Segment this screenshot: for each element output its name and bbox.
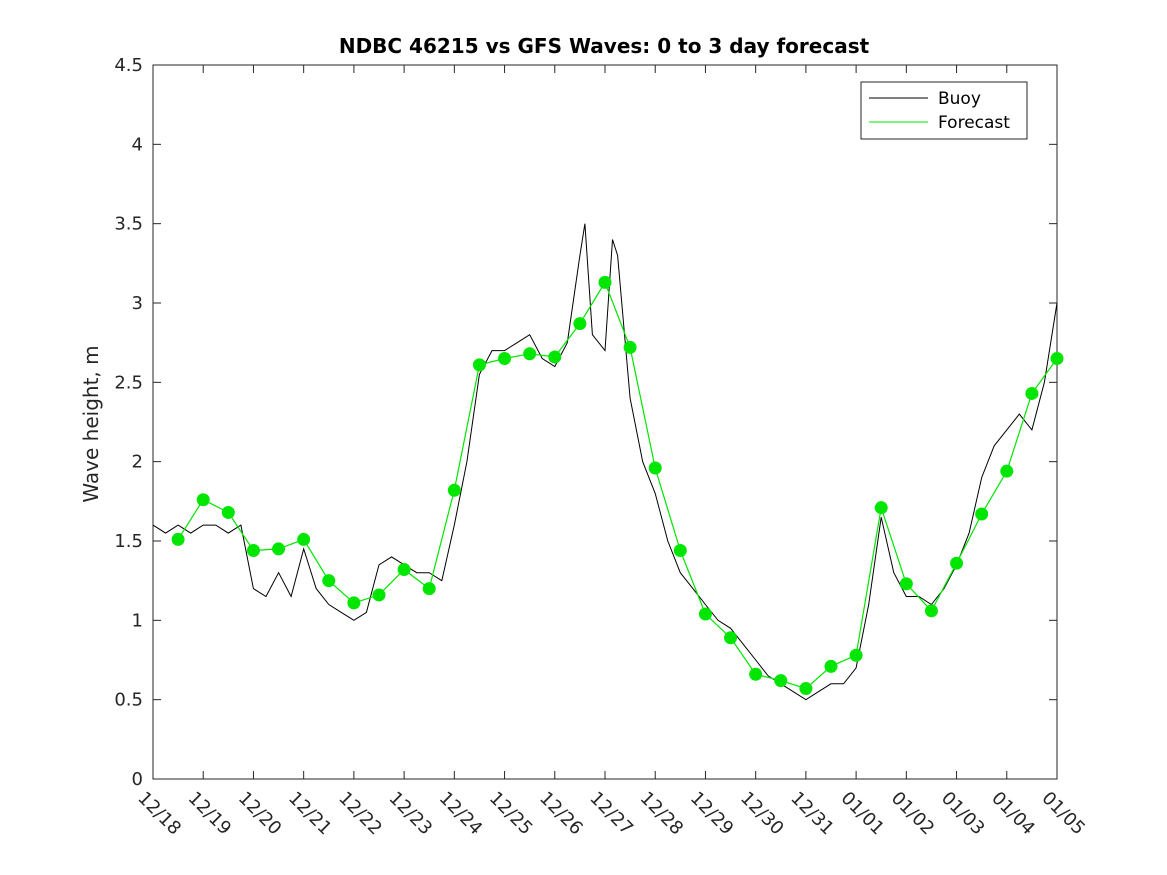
forecast-point — [297, 532, 311, 546]
forecast-markers — [171, 275, 1064, 696]
x-tick-label: 12/19 — [184, 788, 236, 840]
forecast-point — [623, 340, 637, 354]
legend-forecast-label: Forecast — [938, 113, 1010, 133]
legend-buoy-label: Buoy — [938, 89, 981, 109]
chart-title: NDBC 46215 vs GFS Waves: 0 to 3 day fore… — [339, 34, 870, 58]
x-tick-label: 12/22 — [334, 788, 386, 840]
x-tick-label: 12/18 — [133, 788, 185, 840]
forecast-point — [799, 682, 813, 696]
forecast-point — [1000, 464, 1014, 478]
x-tick-label: 12/23 — [385, 788, 437, 840]
y-tick-label: 2 — [132, 452, 143, 473]
y-tick-label: 0 — [132, 769, 143, 790]
forecast-point — [498, 352, 512, 366]
forecast-point — [447, 483, 461, 497]
x-tick-label: 12/31 — [786, 788, 838, 840]
legend-box — [860, 81, 1028, 140]
x-tick-label: 12/30 — [736, 788, 788, 840]
x-tick-label: 12/27 — [585, 788, 637, 840]
forecast-point — [573, 317, 587, 331]
y-tick-label: 3 — [132, 293, 143, 314]
y-axis: 0 0.5 1 1.5 2 2.5 3 3.5 4 4.5 — [114, 55, 1057, 790]
x-tick-label: 01/04 — [987, 788, 1039, 840]
forecast-point — [899, 577, 913, 591]
x-tick-label: 01/02 — [887, 788, 939, 840]
x-tick-label: 12/21 — [284, 788, 336, 840]
forecast-point — [422, 582, 436, 596]
forecast-point — [523, 347, 537, 361]
forecast-point — [1050, 352, 1064, 366]
forecast-point — [598, 275, 612, 289]
forecast-point — [1025, 386, 1039, 400]
forecast-point — [749, 667, 763, 681]
x-tick-label: 12/26 — [535, 788, 587, 840]
x-tick-label: 12/25 — [485, 788, 537, 840]
y-tick-label: 2.5 — [114, 372, 143, 393]
forecast-point — [221, 505, 235, 519]
forecast-point — [874, 501, 888, 515]
forecast-point — [924, 604, 938, 618]
forecast-point — [648, 461, 662, 475]
forecast-point — [698, 607, 712, 621]
forecast-point — [774, 674, 788, 688]
x-tick-label: 12/28 — [636, 788, 688, 840]
y-tick-label: 1 — [132, 610, 143, 631]
legend: Buoy Forecast — [860, 81, 1028, 140]
plot-area-frame — [152, 64, 1058, 780]
forecast-point — [472, 358, 486, 372]
forecast-point — [246, 544, 260, 558]
x-tick-label: 12/24 — [435, 788, 487, 840]
y-tick-label: 0.5 — [114, 690, 143, 711]
x-tick-label: 01/05 — [1037, 788, 1089, 840]
forecast-point — [824, 659, 838, 673]
x-tick-label: 12/29 — [686, 788, 738, 840]
forecast-point — [673, 544, 687, 558]
forecast-point — [975, 507, 989, 521]
y-tick-label: 3.5 — [114, 214, 143, 235]
y-tick-label: 4.5 — [114, 55, 143, 76]
forecast-point — [548, 350, 562, 364]
forecast-point — [950, 556, 964, 570]
forecast-point — [196, 493, 210, 507]
y-axis-label: Wave height, m — [79, 345, 103, 502]
forecast-point — [372, 588, 386, 602]
forecast-point — [171, 532, 185, 546]
forecast-point — [397, 563, 411, 577]
x-tick-label: 01/01 — [837, 788, 889, 840]
x-tick-label: 12/20 — [234, 788, 286, 840]
x-tick-label: 01/03 — [937, 788, 989, 840]
forecast-point — [322, 574, 336, 588]
y-tick-label: 1.5 — [114, 531, 143, 552]
y-tick-label: 4 — [132, 134, 143, 155]
forecast-point — [347, 596, 361, 610]
forecast-point — [724, 631, 738, 645]
forecast-point — [272, 542, 286, 556]
forecast-point — [849, 648, 863, 662]
